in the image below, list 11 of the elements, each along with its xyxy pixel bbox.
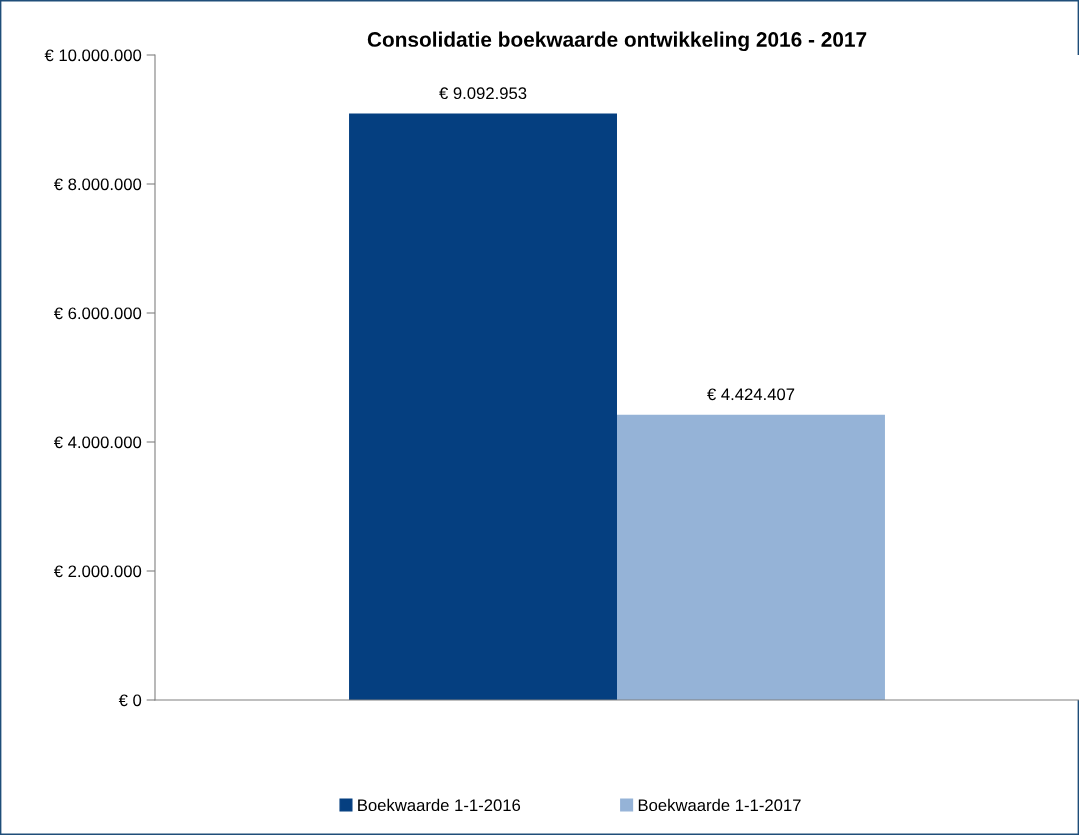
legend-label: Boekwaarde 1-1-2016 (358, 798, 521, 812)
data-label: € 9.092.953 (439, 87, 527, 100)
y-tick-label: € 4.000.000 (53, 436, 142, 449)
chart-title: Consolidatie boekwaarde ontwikkeling 2016 - 2017 (367, 31, 867, 52)
legend-label: Boekwaarde 1-1-2017 (638, 798, 801, 812)
y-tick-label: € 8.000.000 (53, 178, 142, 191)
y-tick-label: € 2.000.000 (53, 565, 142, 578)
y-tick-label: € 0 (118, 694, 142, 707)
data-label: € 4.424.407 (707, 388, 795, 401)
y-tick-label: € 10.000.000 (44, 49, 142, 62)
y-tick-label: € 6.000.000 (53, 307, 142, 320)
